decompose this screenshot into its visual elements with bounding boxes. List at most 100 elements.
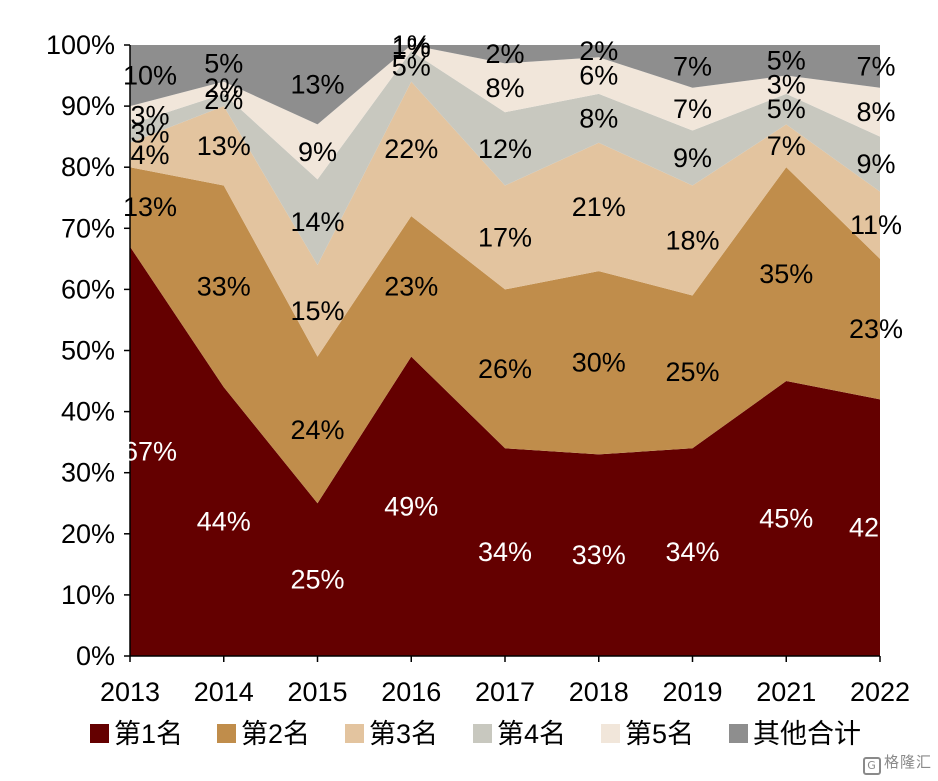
data-label: 1% — [392, 33, 431, 63]
data-labels: 67% 44% 25% 49% 34% 33% 34% 45% 42% 13% 33% 24% 23% 2… — [123, 30, 903, 595]
area-layers — [130, 45, 880, 656]
data-label: 5% — [392, 51, 431, 81]
x-tick-label: 2015 — [287, 677, 347, 707]
y-tick-label: 40% — [61, 397, 115, 427]
area-series-1 — [130, 246, 880, 656]
data-label: 7% — [673, 94, 712, 124]
watermark-text: 格隆汇 — [883, 753, 932, 771]
data-label: 6% — [579, 61, 618, 91]
data-label: 49% — [384, 491, 438, 521]
legend-label: 第2名 — [241, 719, 310, 749]
data-label: 14% — [290, 207, 344, 237]
x-tick-label: 2021 — [756, 677, 816, 707]
legend: 第1名 第2名 第3名 第4名 第5名 其他合计 — [90, 719, 861, 749]
data-label: 7% — [673, 51, 712, 81]
data-label: 42% — [849, 513, 903, 543]
legend-label: 第4名 — [497, 719, 566, 749]
data-label: 34% — [665, 537, 719, 567]
data-label: 13% — [123, 192, 177, 222]
data-label: 26% — [478, 354, 532, 384]
data-label: 3% — [767, 70, 806, 100]
data-label: 15% — [290, 296, 344, 326]
data-label: 25% — [665, 357, 719, 387]
data-label: 21% — [572, 192, 626, 222]
data-label: 34% — [478, 537, 532, 567]
legend-swatch — [345, 724, 364, 743]
x-tick-label: 2013 — [100, 677, 160, 707]
data-label: 17% — [478, 222, 532, 252]
data-label: 44% — [197, 507, 251, 537]
data-label: 24% — [290, 415, 344, 445]
data-label: 13% — [290, 70, 344, 100]
y-tick-label: 70% — [61, 213, 115, 243]
data-label: 7% — [767, 131, 806, 161]
data-label: 13% — [197, 131, 251, 161]
data-label: 45% — [759, 504, 813, 534]
legend-label: 第5名 — [625, 719, 694, 749]
data-label: 23% — [384, 271, 438, 301]
data-label: 8% — [579, 103, 618, 133]
data-label: 22% — [384, 134, 438, 164]
data-label: 12% — [478, 134, 532, 164]
data-label: 35% — [759, 259, 813, 289]
data-label: 4% — [130, 140, 169, 170]
area-series-5 — [130, 45, 880, 180]
data-label: 5% — [767, 45, 806, 75]
y-tick-label: 90% — [61, 91, 115, 121]
legend-label: 其他合计 — [753, 719, 861, 749]
legend-swatch — [90, 724, 109, 743]
data-label: 3% — [130, 100, 169, 130]
data-label: 5% — [204, 48, 243, 78]
data-label: 5% — [767, 94, 806, 124]
y-tick-label: 10% — [61, 580, 115, 610]
y-tick-label: 0% — [76, 641, 115, 671]
area-series-2 — [130, 167, 880, 504]
x-tick-label: 2022 — [850, 677, 910, 707]
data-label: 9% — [856, 149, 895, 179]
legend-label: 第1名 — [114, 719, 183, 749]
data-label: 9% — [298, 137, 337, 167]
data-label: 3% — [130, 119, 169, 149]
data-label: 23% — [849, 314, 903, 344]
y-tick-label: 20% — [61, 519, 115, 549]
x-tick-label: 2019 — [662, 677, 722, 707]
legend-swatch — [729, 724, 748, 743]
watermark: G 格隆汇 — [862, 751, 932, 775]
data-label: 18% — [665, 226, 719, 256]
data-label: 2% — [579, 36, 618, 66]
data-label: 30% — [572, 348, 626, 378]
legend-label: 第3名 — [369, 719, 438, 749]
data-label: 33% — [197, 271, 251, 301]
y-tick-label: 80% — [61, 152, 115, 182]
y-tick-label: 50% — [61, 336, 115, 366]
data-label: 2% — [204, 85, 243, 115]
x-tick-label: 2016 — [381, 677, 441, 707]
legend-swatch — [601, 724, 620, 743]
data-label: 2% — [485, 39, 524, 69]
legend-swatch — [217, 724, 236, 743]
data-label: 8% — [485, 73, 524, 103]
x-tick-label: 2018 — [569, 677, 629, 707]
data-label: 1% — [392, 30, 431, 60]
watermark-g-icon: G — [862, 757, 881, 775]
y-tick-label: 100% — [46, 30, 115, 60]
data-label: 7% — [856, 51, 895, 81]
legend-swatch — [473, 724, 492, 743]
data-label: 67% — [123, 436, 177, 466]
area-series-4 — [130, 51, 880, 265]
data-label: 9% — [673, 143, 712, 173]
area-series-6 — [130, 45, 880, 125]
data-label: 25% — [290, 565, 344, 595]
data-label: 8% — [856, 97, 895, 127]
y-tick-label: 30% — [61, 458, 115, 488]
data-label: 10% — [123, 61, 177, 91]
x-tick-label: 2014 — [194, 677, 254, 707]
area-series-3 — [130, 81, 880, 357]
y-tick-label: 60% — [61, 274, 115, 304]
axes: 0% 10% 20% 30% 40% 50% 60% 70% 80% 90% 100% 2013 201… — [46, 30, 910, 707]
data-label: 11% — [850, 210, 902, 240]
data-label: 2% — [204, 73, 243, 103]
data-label: 33% — [572, 540, 626, 570]
x-tick-label: 2017 — [475, 677, 535, 707]
